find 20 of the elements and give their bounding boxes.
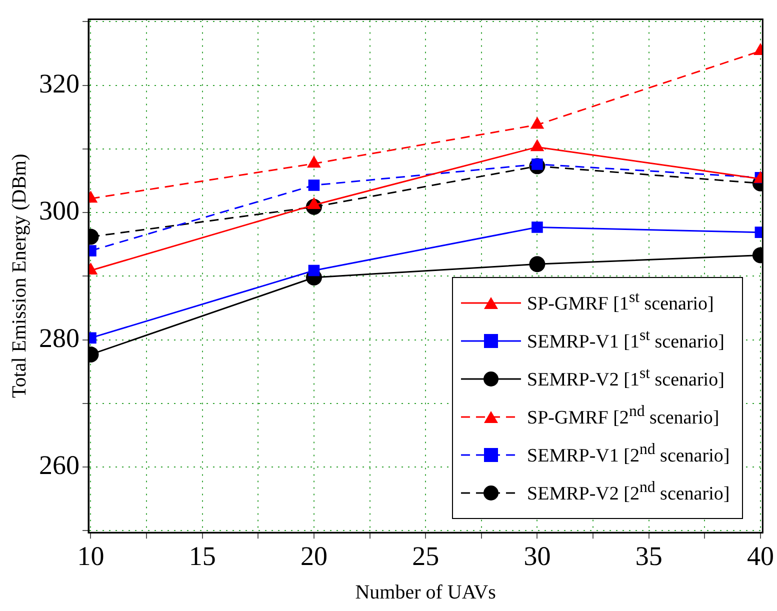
legend-label: SEMRP-V1 [2$^{nd}$ scenario] bbox=[527, 441, 730, 468]
y-axis-title: Total Emission Energy (DBm) bbox=[8, 154, 30, 398]
point bbox=[532, 222, 543, 233]
legend-label: SEMRP-V1 [1$^{st}$ scenario] bbox=[527, 327, 724, 354]
y-tick-label: 320 bbox=[39, 68, 80, 98]
y-tick-label: 280 bbox=[39, 322, 80, 353]
x-tick-label: 15 bbox=[188, 540, 216, 571]
x-tick-label: 10 bbox=[77, 540, 104, 571]
x-tick-label: 25 bbox=[412, 540, 440, 571]
y-tick-label: 260 bbox=[39, 450, 80, 480]
legend-label: SEMRP-V2 [2$^{nd}$ scenario] bbox=[527, 479, 730, 506]
x-tick-label: 35 bbox=[635, 540, 662, 571]
legend-label: SEMRP-V2 [1$^{st}$ scenario] bbox=[527, 365, 724, 392]
x-tick-label: 30 bbox=[524, 540, 551, 571]
x-tick-label: 40 bbox=[746, 540, 774, 571]
x-axis-title: Number of UAVs bbox=[355, 581, 496, 604]
y-tick-label: 300 bbox=[39, 196, 80, 226]
legend-label: SP-GMRF [2$^{nd}$ scenario] bbox=[527, 403, 720, 430]
x-tick-label: 20 bbox=[300, 540, 328, 571]
legend-label: SP-GMRF [1$^{st}$ scenario] bbox=[527, 289, 714, 316]
